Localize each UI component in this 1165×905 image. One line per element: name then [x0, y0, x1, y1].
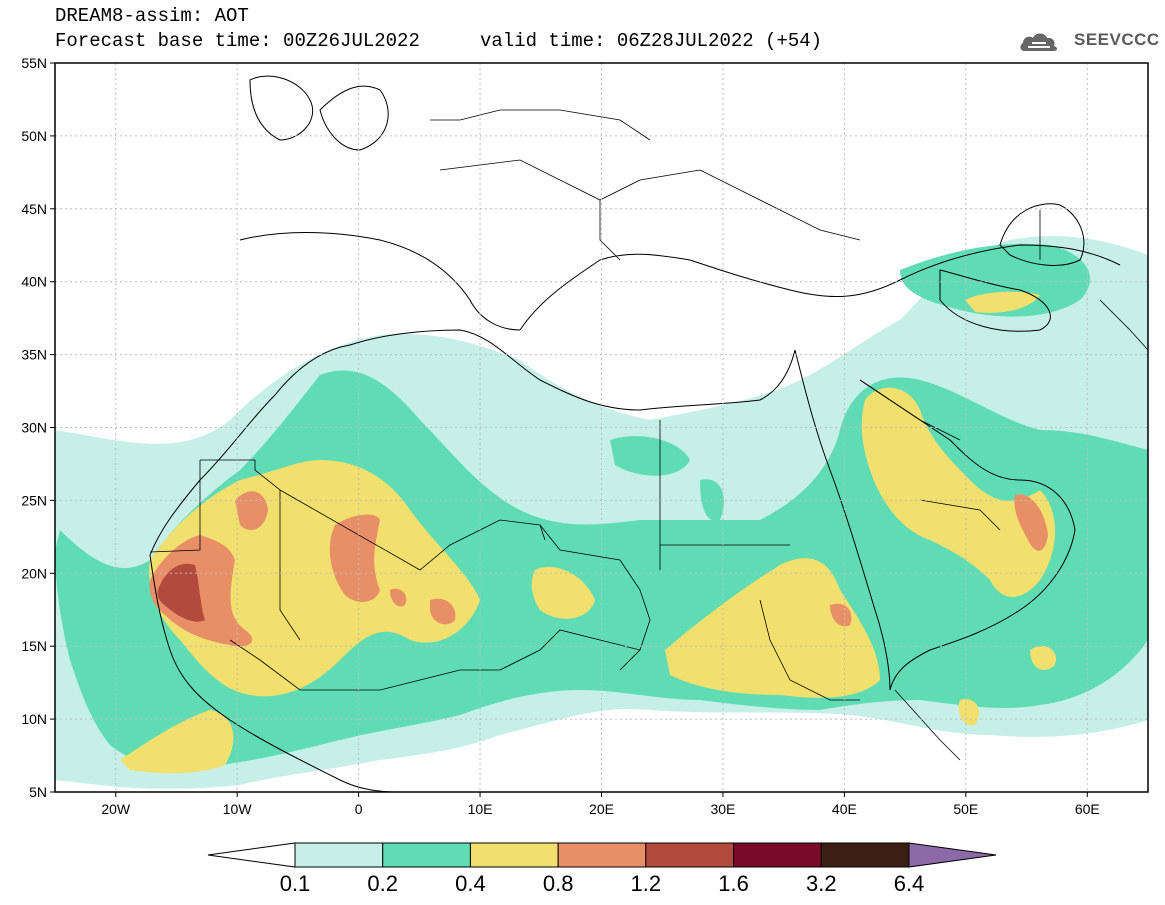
- lat-tick-label: 10N: [21, 711, 47, 727]
- lat-tick-label: 15N: [21, 638, 47, 654]
- colorbar-swatch: [469, 842, 559, 868]
- lon-tick-label: 20E: [589, 801, 614, 817]
- aot-level-0-8: [149, 491, 1048, 647]
- colorbar-label: 6.4: [894, 871, 925, 896]
- lat-tick-label: 40N: [21, 274, 47, 290]
- lon-tick-label: 10W: [223, 801, 253, 817]
- colorbar-low-triangle: [207, 842, 296, 868]
- valid-time-label: valid time: 06Z28JUL2022 (+54): [480, 30, 823, 52]
- colorbar-label: 0.1: [280, 871, 311, 896]
- lon-tick-label: 30E: [710, 801, 735, 817]
- lat-tick-label: 45N: [21, 201, 47, 217]
- colorbar-swatch: [820, 842, 910, 868]
- colorbar-label: 1.2: [631, 871, 662, 896]
- lon-axis: 20W 10W 0 10E 20E 30E 40E 50E 60E: [101, 792, 1100, 817]
- colorbar-swatch: [294, 842, 384, 868]
- colorbar-swatch: [382, 842, 471, 868]
- map-title: DREAM8-assim: AOT: [55, 5, 249, 27]
- coastlines: [149, 75, 1121, 792]
- country-borders: [149, 109, 1148, 761]
- logo-text: SEEVCCC: [1074, 30, 1160, 49]
- lat-tick-label: 20N: [21, 565, 47, 581]
- grid-lines: [55, 63, 1148, 792]
- aot-level-1-2: [157, 563, 205, 622]
- lon-tick-label: 50E: [953, 801, 978, 817]
- colorbar-label: 0.2: [367, 871, 398, 896]
- lat-tick-label: 5N: [29, 784, 47, 800]
- lat-tick-label: 50N: [21, 128, 47, 144]
- colorbar-high-triangle: [908, 842, 997, 868]
- lon-tick-label: 40E: [832, 801, 857, 817]
- cloud-logo-icon: [1020, 33, 1057, 51]
- lon-tick-label: 20W: [101, 801, 131, 817]
- colorbar-label: 3.2: [806, 871, 837, 896]
- colorbar: 0.1 0.2 0.4 0.8 1.2 1.6 3.2 6.4: [207, 842, 997, 896]
- colorbar-swatch: [733, 842, 822, 868]
- lat-tick-label: 35N: [21, 347, 47, 363]
- colorbar-label: 1.6: [718, 871, 749, 896]
- base-time-label: Forecast base time: 00Z26JUL2022: [55, 30, 420, 52]
- colorbar-label: 0.4: [455, 871, 486, 896]
- lat-tick-label: 25N: [21, 492, 47, 508]
- lon-tick-label: 0: [355, 801, 363, 817]
- colorbar-swatch: [557, 842, 647, 868]
- lon-tick-label: 10E: [468, 801, 493, 817]
- colorbar-label: 0.8: [543, 871, 574, 896]
- colorbar-swatch: [645, 842, 735, 868]
- lon-tick-label: 60E: [1075, 801, 1100, 817]
- lat-tick-label: 30N: [21, 420, 47, 436]
- lat-axis: 55N 50N 45N 40N 35N 30N 25N 20N 15N 10N 5N: [21, 55, 55, 800]
- lat-tick-label: 55N: [21, 55, 47, 71]
